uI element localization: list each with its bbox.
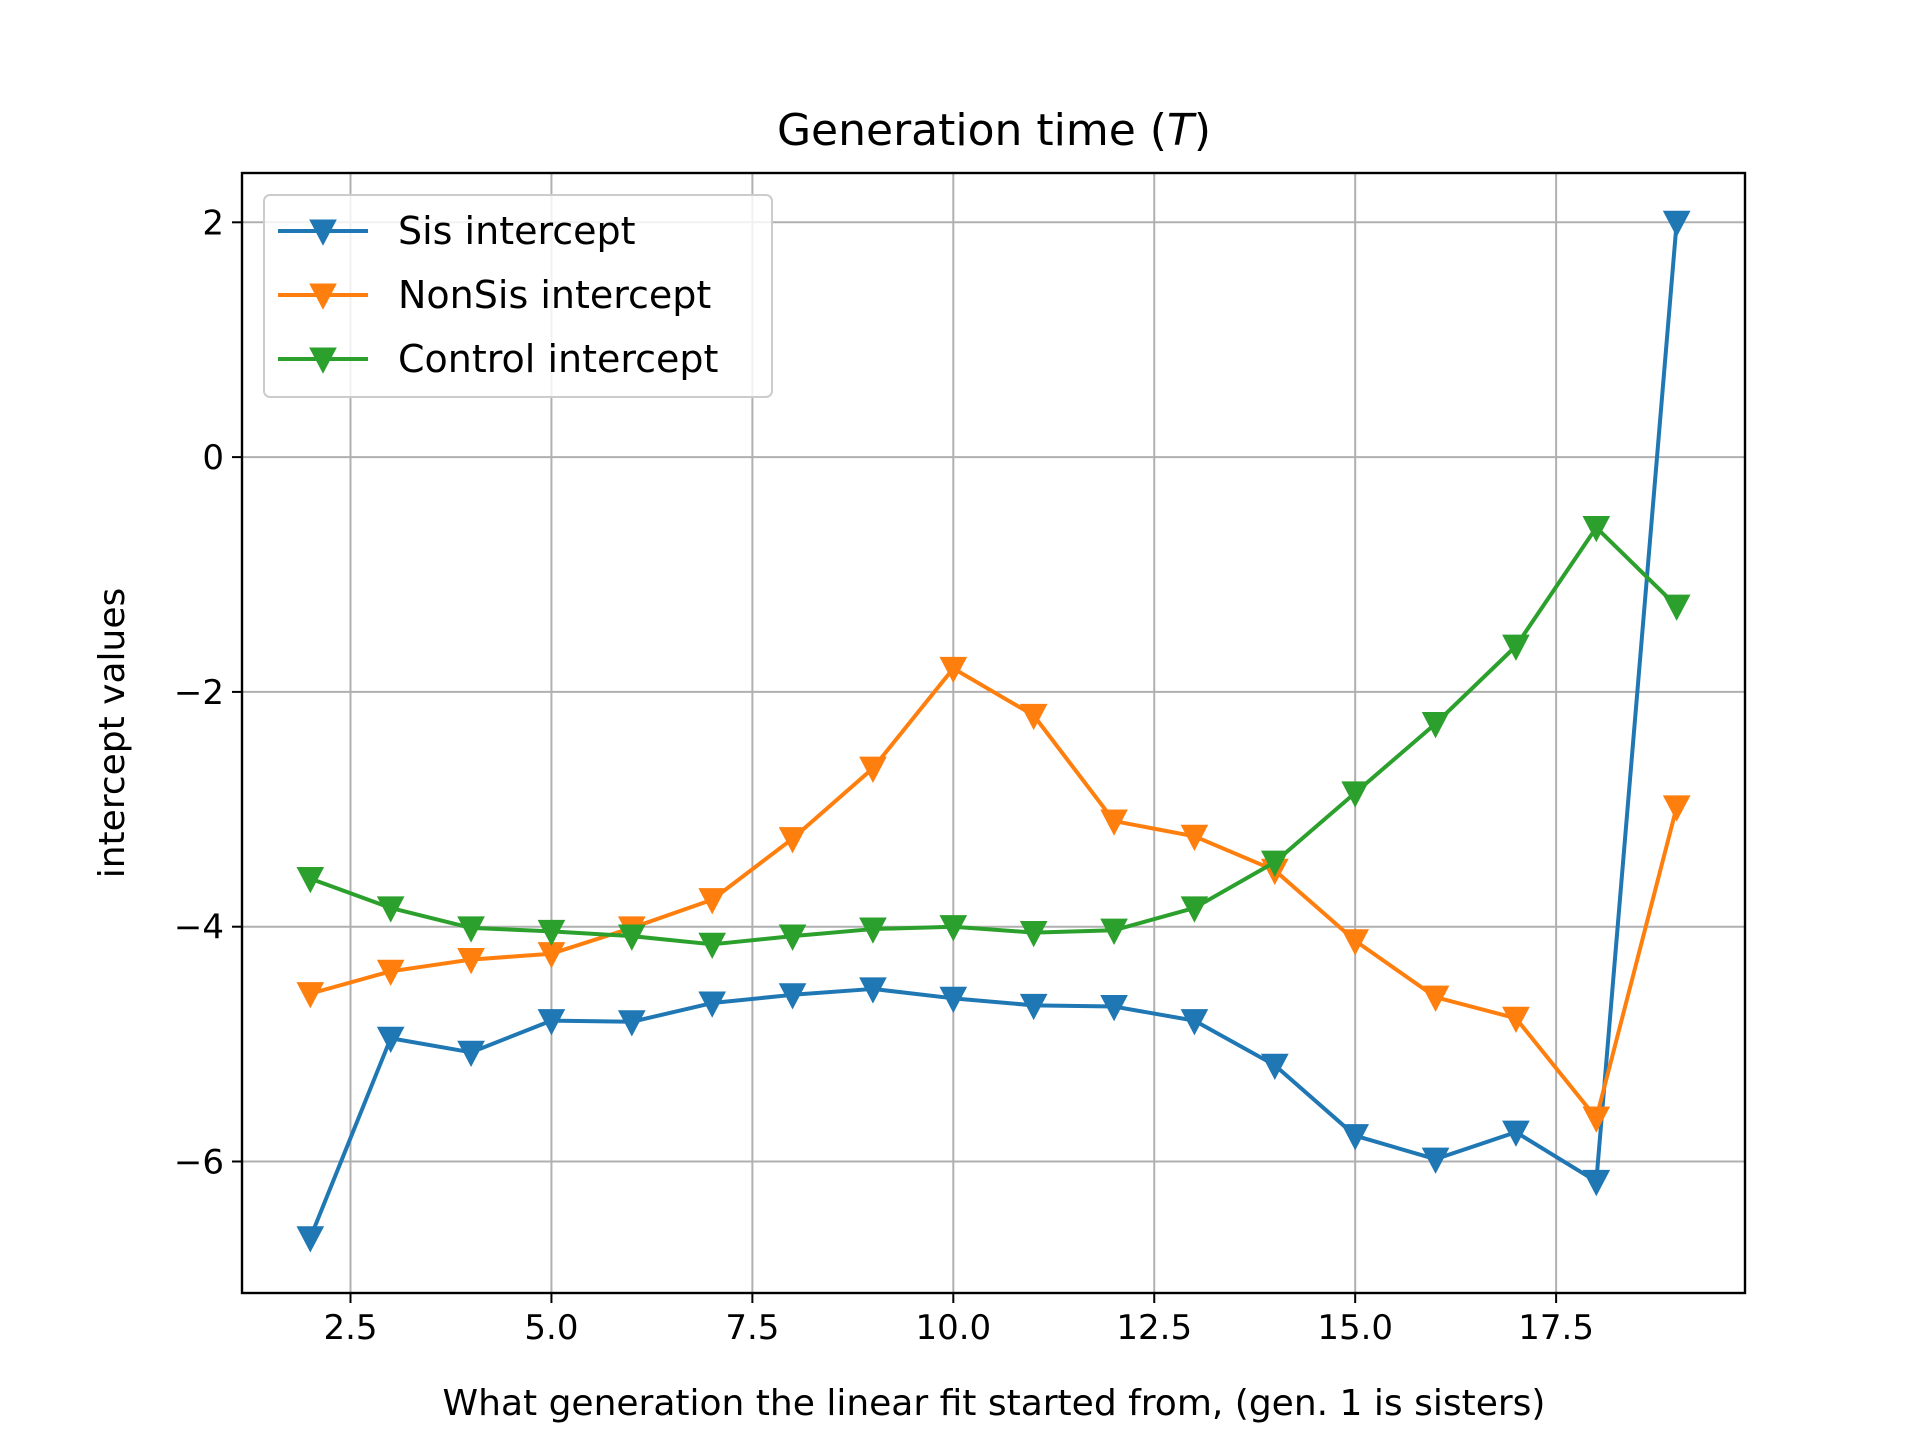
sis-intercept-point <box>1341 1124 1370 1151</box>
nonsis-intercept-point <box>376 959 405 987</box>
sis-intercept-point <box>1100 994 1128 1022</box>
nonsis-intercept-point <box>939 656 968 684</box>
y-tick-label: −4 <box>174 908 224 948</box>
sis-intercept-point <box>859 977 887 1004</box>
sis-intercept-point <box>939 986 968 1014</box>
sis-intercept-point <box>296 1226 325 1253</box>
sis-intercept-legend-label: Sis intercept <box>398 209 636 253</box>
x-tick-label: 12.5 <box>1116 1308 1192 1348</box>
control-intercept-point <box>457 916 485 943</box>
nonsis-intercept-point <box>1662 795 1691 822</box>
x-tick-label: 10.0 <box>915 1308 991 1348</box>
control-intercept-point <box>1180 896 1209 923</box>
nonsis-intercept-point <box>859 756 887 783</box>
x-tick-label: 15.0 <box>1317 1308 1393 1348</box>
sis-intercept-series <box>296 210 1691 1253</box>
nonsis-intercept-point <box>1421 985 1450 1012</box>
control-intercept-legend-label: Control intercept <box>398 337 718 381</box>
sis-intercept-point <box>778 983 807 1010</box>
nonsis-intercept-point <box>1100 809 1128 836</box>
control-intercept-point <box>1582 515 1611 543</box>
nonsis-intercept-point <box>457 948 485 975</box>
nonsis-intercept-point <box>778 827 807 854</box>
sis-intercept-point <box>537 1009 566 1036</box>
control-intercept-point <box>1100 918 1128 945</box>
x-tick-label: 5.0 <box>524 1308 578 1348</box>
x-tick-label: 17.5 <box>1518 1308 1594 1348</box>
control-intercept-point <box>939 915 968 942</box>
sis-intercept-point <box>1421 1147 1450 1174</box>
sis-intercept-point <box>1019 993 1048 1021</box>
x-tick-label: 2.5 <box>323 1308 377 1348</box>
sis-intercept-point <box>698 991 727 1018</box>
plot-area-frame <box>240 171 1747 1295</box>
legend: Sis intercept NonSis intercept Control int… <box>263 194 773 398</box>
x-tick-label: 7.5 <box>725 1308 779 1348</box>
nonsis-intercept-point <box>1582 1106 1611 1133</box>
control-intercept-series <box>296 515 1691 960</box>
control-intercept-point <box>1019 921 1048 948</box>
y-tick-label: 0 <box>202 438 224 478</box>
nonsis-intercept-point <box>296 982 325 1009</box>
nonsis-intercept-point <box>698 888 727 915</box>
y-tick-label: −2 <box>174 673 224 713</box>
control-intercept-point <box>1502 634 1530 661</box>
control-intercept-point <box>1341 781 1370 808</box>
control-intercept-point <box>1421 712 1450 739</box>
legend-box <box>263 194 773 398</box>
control-intercept-point <box>1662 594 1691 621</box>
nonsis-intercept-line <box>309 666 1679 1121</box>
control-intercept-point <box>537 919 566 947</box>
y-tick-label: −6 <box>174 1143 224 1183</box>
plot-series <box>296 210 1691 1253</box>
nonsis-intercept-point <box>1502 1006 1530 1034</box>
y-tick-label: 2 <box>202 203 224 243</box>
nonsis-intercept-point <box>1180 824 1209 852</box>
x-axis-label: What generation the linear fit started f… <box>443 1383 1546 1424</box>
nonsis-intercept-legend-label: NonSis intercept <box>398 273 711 317</box>
sis-intercept-point <box>1180 1009 1209 1036</box>
y-axis-label: intercept values <box>92 588 133 879</box>
control-intercept-point <box>698 932 727 960</box>
sis-intercept-legend-marker <box>309 219 337 246</box>
control-intercept-point <box>859 917 887 944</box>
sis-intercept-point <box>1662 210 1691 238</box>
axis-ticks: 2.5 5.0 7.5 10.0 12.5 15.0 17.5 2 0 −2 −4 −6 <box>174 203 1594 1348</box>
nonsis-intercept-point <box>1341 929 1370 956</box>
control-intercept-point <box>1260 850 1289 877</box>
control-intercept-line <box>309 525 1679 947</box>
sis-intercept-point <box>1582 1169 1611 1197</box>
control-intercept-point <box>376 896 405 923</box>
control-intercept-point <box>617 924 646 951</box>
sis-intercept-line <box>308 222 1679 1239</box>
nonsis-intercept-legend-marker <box>309 283 337 310</box>
sis-intercept-point <box>1502 1120 1530 1147</box>
control-intercept-point <box>778 924 807 951</box>
sis-intercept-point <box>1260 1053 1289 1080</box>
sis-intercept-point <box>457 1040 485 1068</box>
control-intercept-point <box>296 867 325 894</box>
control-intercept-legend-marker <box>309 347 337 374</box>
sis-intercept-point <box>376 1026 405 1053</box>
chart-title: Generation time (T) <box>777 105 1211 156</box>
nonsis-intercept-point <box>1019 703 1048 731</box>
sis-intercept-point <box>617 1010 646 1037</box>
